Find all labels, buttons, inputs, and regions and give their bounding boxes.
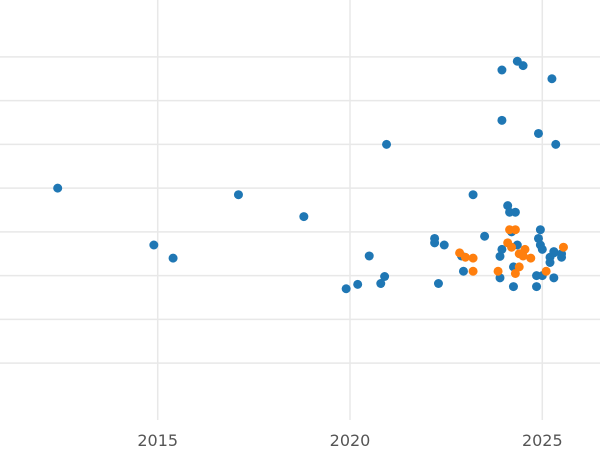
- data-point-series-1: [535, 225, 545, 235]
- data-point-series-1: [353, 279, 363, 289]
- data-point-series-2: [493, 266, 503, 276]
- x-tick-label: 2020: [330, 431, 371, 450]
- data-point-series-2: [507, 242, 517, 252]
- data-point-series-2: [468, 253, 478, 263]
- data-point-series-1: [549, 273, 559, 283]
- x-axis-tick-labels: 2015 2020 2025: [137, 431, 562, 450]
- data-point-series-1: [364, 251, 374, 261]
- data-point-series-1: [458, 266, 468, 276]
- data-point-series-1: [518, 61, 528, 71]
- data-point-series-1: [557, 252, 567, 262]
- data-point-series-1: [497, 65, 507, 75]
- data-point-series-1: [53, 183, 63, 193]
- data-point-series-2: [558, 242, 568, 252]
- x-tick-label: 2015: [137, 431, 178, 450]
- data-point-series-1: [532, 282, 542, 292]
- data-point-series-1: [233, 190, 243, 200]
- data-point-series-1: [341, 284, 351, 294]
- data-point-series-1: [430, 238, 440, 248]
- data-point-series-2: [468, 266, 478, 276]
- data-point-series-2: [510, 225, 520, 235]
- data-point-series-1: [537, 244, 547, 254]
- grid: [0, 0, 600, 420]
- data-point-series-1: [497, 115, 507, 125]
- data-point-series-1: [480, 231, 490, 241]
- data-point-series-1: [533, 128, 543, 138]
- data-point-series-1: [549, 248, 559, 258]
- data-point-series-1: [508, 282, 518, 292]
- data-point-series-2: [526, 253, 536, 263]
- data-point-series-2: [514, 262, 524, 272]
- data-point-series-2: [541, 266, 551, 276]
- x-tick-label: 2025: [522, 431, 563, 450]
- data-point-series-1: [380, 272, 390, 281]
- data-point-series-1: [168, 253, 178, 263]
- data-point-series-1: [468, 190, 478, 200]
- data-point-series-2: [460, 252, 470, 262]
- data-point-series-1: [376, 279, 386, 288]
- data-point-series-1: [439, 240, 449, 250]
- data-point-series-1: [551, 139, 561, 149]
- data-point-series-2: [518, 251, 528, 261]
- data-point-series-1: [497, 244, 507, 254]
- data-point-series-1: [149, 240, 159, 250]
- data-point-series-1: [382, 139, 392, 149]
- data-point-series-1: [547, 74, 557, 84]
- data-point-series-2: [510, 268, 520, 278]
- data-points: [53, 56, 568, 294]
- data-point-series-1: [545, 258, 555, 267]
- data-point-series-1: [510, 207, 520, 217]
- data-point-series-1: [495, 251, 505, 261]
- data-point-series-1: [299, 212, 309, 222]
- data-point-series-1: [433, 279, 443, 288]
